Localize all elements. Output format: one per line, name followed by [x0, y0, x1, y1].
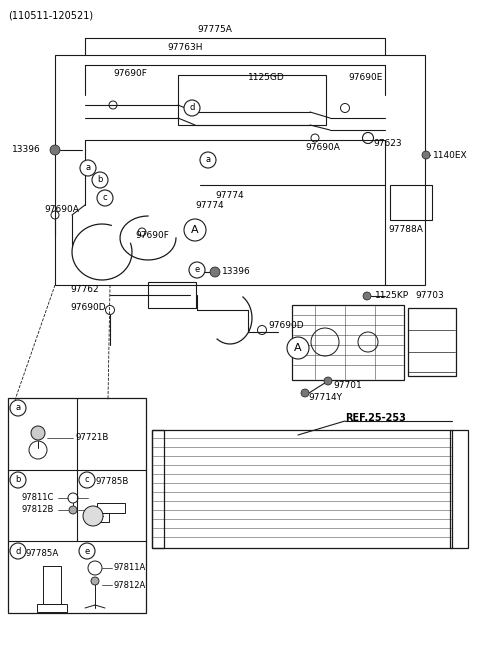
Text: a: a	[205, 155, 211, 165]
Text: 97785A: 97785A	[26, 549, 59, 558]
Text: 97701: 97701	[333, 381, 362, 389]
Text: 97721B: 97721B	[75, 434, 108, 443]
Text: 97811C: 97811C	[22, 494, 54, 503]
Text: e: e	[84, 547, 90, 556]
Text: 97690D: 97690D	[268, 321, 304, 330]
Bar	[97, 503, 125, 513]
Circle shape	[80, 160, 96, 176]
Circle shape	[10, 400, 26, 416]
Bar	[55, 55, 425, 285]
Text: a: a	[15, 404, 21, 413]
Text: (110511-120521): (110511-120521)	[8, 11, 93, 21]
Circle shape	[79, 472, 95, 488]
Bar	[152, 430, 164, 548]
Circle shape	[92, 172, 108, 188]
Text: 97774: 97774	[215, 191, 244, 200]
Text: c: c	[103, 193, 108, 202]
Bar	[8, 398, 146, 613]
Text: 97775A: 97775A	[198, 25, 232, 35]
Text: 97690E: 97690E	[348, 74, 383, 82]
Text: 1140EX: 1140EX	[433, 150, 468, 159]
Circle shape	[10, 472, 26, 488]
Circle shape	[184, 219, 206, 241]
Bar	[152, 430, 452, 548]
Text: 1125KP: 1125KP	[375, 291, 409, 300]
Text: b: b	[97, 176, 103, 185]
Text: a: a	[85, 163, 91, 172]
Bar	[450, 430, 468, 548]
Bar	[37, 604, 67, 612]
Circle shape	[324, 377, 332, 385]
Text: d: d	[15, 547, 21, 556]
Bar	[292, 305, 404, 380]
Circle shape	[31, 426, 45, 440]
Text: REF.25-253: REF.25-253	[345, 413, 406, 423]
Circle shape	[301, 389, 309, 397]
Circle shape	[83, 506, 103, 526]
Text: 97714Y: 97714Y	[308, 394, 342, 402]
Circle shape	[69, 506, 77, 514]
Circle shape	[91, 577, 99, 585]
Text: 97690D: 97690D	[70, 302, 106, 311]
Text: c: c	[84, 475, 89, 485]
Text: 13396: 13396	[222, 268, 251, 276]
Text: 97690F: 97690F	[135, 231, 169, 240]
Circle shape	[50, 145, 60, 155]
Text: 97623: 97623	[373, 138, 402, 148]
Bar	[390, 185, 432, 220]
Circle shape	[10, 543, 26, 559]
Bar	[408, 308, 456, 376]
Bar	[91, 513, 109, 522]
Circle shape	[210, 267, 220, 277]
Text: 97703: 97703	[415, 291, 444, 300]
Text: 97811A: 97811A	[114, 564, 146, 573]
Text: 97690F: 97690F	[113, 69, 147, 78]
Text: 97785B: 97785B	[95, 477, 128, 486]
Text: 97788A: 97788A	[388, 225, 423, 234]
Text: 97763H: 97763H	[167, 44, 203, 52]
Text: A: A	[294, 343, 302, 353]
Bar	[148, 282, 196, 308]
Text: e: e	[194, 266, 200, 274]
Text: 97690A: 97690A	[305, 144, 340, 153]
Text: 1125GD: 1125GD	[248, 74, 285, 82]
Circle shape	[422, 151, 430, 159]
Circle shape	[200, 152, 216, 168]
Bar	[178, 75, 326, 125]
Text: 97690A: 97690A	[44, 206, 79, 214]
Circle shape	[189, 262, 205, 278]
Text: b: b	[15, 475, 21, 485]
Text: 97812B: 97812B	[22, 505, 54, 515]
Text: 97774: 97774	[195, 200, 224, 210]
Circle shape	[287, 337, 309, 359]
Circle shape	[97, 190, 113, 206]
Text: d: d	[189, 103, 195, 112]
Text: 97812A: 97812A	[114, 581, 146, 590]
Bar	[43, 566, 61, 604]
Text: A: A	[191, 225, 199, 235]
Circle shape	[184, 100, 200, 116]
Circle shape	[79, 543, 95, 559]
Text: 13396: 13396	[12, 146, 41, 155]
Text: 97762: 97762	[70, 285, 98, 295]
Circle shape	[363, 292, 371, 300]
